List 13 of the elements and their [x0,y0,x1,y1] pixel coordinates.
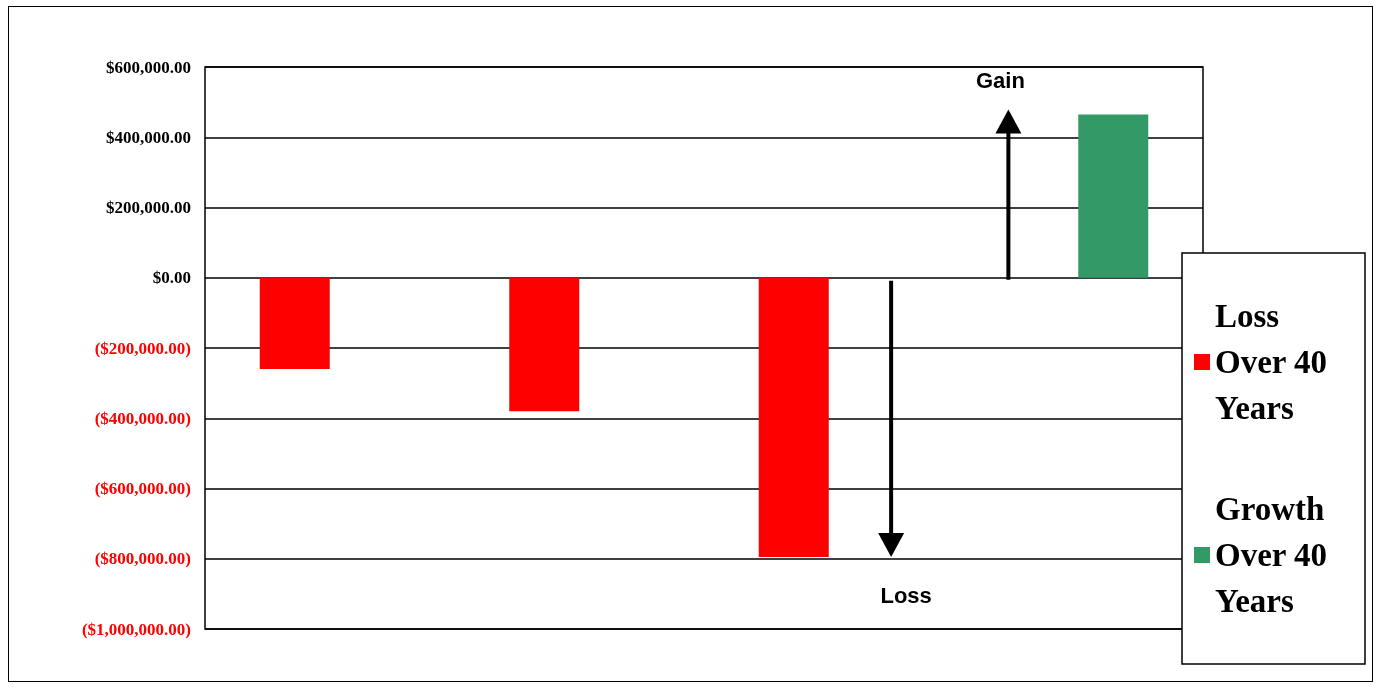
y-tick-label: ($200,000.00) [94,338,191,358]
legend-label: Growth Over 40 Years [1215,491,1336,619]
annotation: Gain [975,67,1025,93]
legend-label: Loss Over 40 Years [1215,298,1336,426]
y-tick-label: $600,000.00 [106,57,191,77]
y-tick-label: $400,000.00 [106,127,191,147]
annotation: Loss [880,583,932,609]
y-tick-label: $0.00 [152,268,191,288]
y-tick-label: $200,000.00 [106,198,191,217]
y-tick-label: ($1,000,000.00) [81,619,191,639]
y-tick-label: ($800,000.00) [94,549,191,569]
y-tick-label: ($400,000.00) [94,408,191,428]
y-tick-label: ($600,000.00) [94,479,191,498]
